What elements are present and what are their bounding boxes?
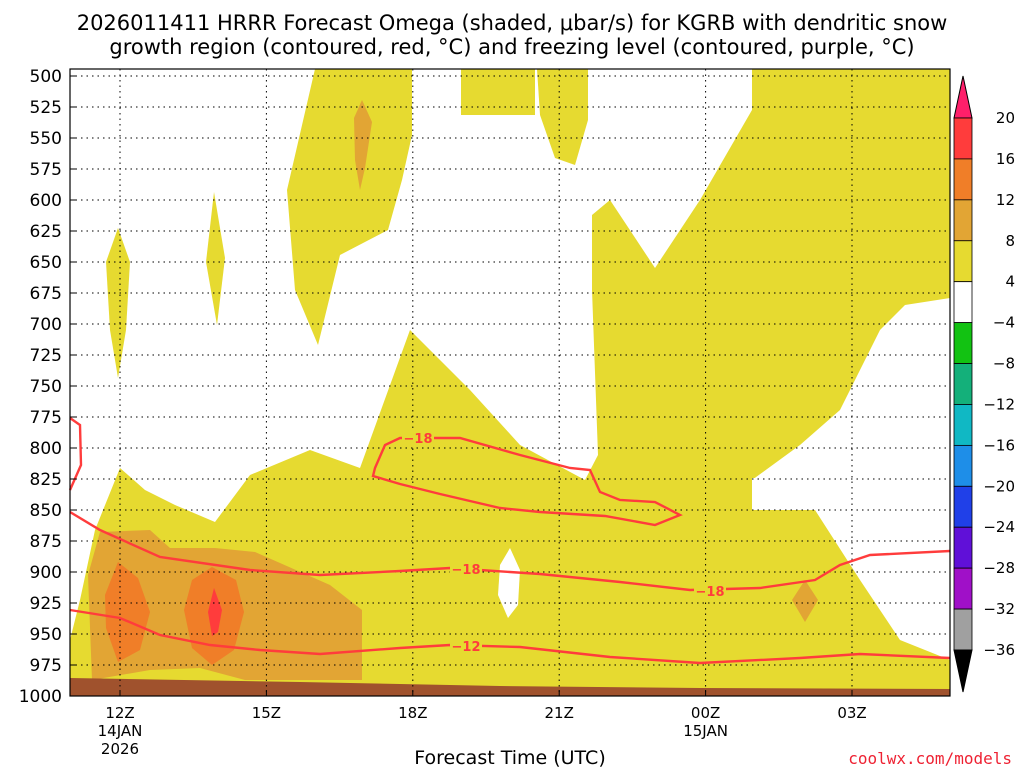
colorbar-swatch — [953, 117, 973, 160]
omega-hole-white-right — [752, 478, 800, 510]
colorbar: 20 16 12 8 4 −4 −8 −12 −16 −20 −24 −28 −32 −36 — [953, 75, 1015, 693]
contour-label: −12 — [452, 640, 481, 655]
contour-dendritic-18-lower — [69, 510, 951, 592]
contour-dendritic-12 — [69, 608, 951, 665]
x-tick-label: 00Z — [691, 704, 720, 722]
chart-title-line-2: growth region (contoured, red, °C) and f… — [109, 35, 914, 59]
x-axis-label: Forecast Time (UTC) — [414, 747, 605, 768]
colorbar-label: 20 — [996, 109, 1015, 127]
y-tick-label: 575 — [30, 160, 62, 180]
y-tick-label: 825 — [30, 470, 62, 490]
colorbar-label: −4 — [993, 314, 1015, 332]
y-tick-label: 525 — [30, 98, 62, 118]
x-tick-year: 2026 — [101, 740, 139, 758]
contour-label-bg — [402, 430, 434, 446]
colorbar-swatch — [953, 526, 973, 569]
y-tick-label: 900 — [30, 563, 62, 583]
colorbar-label: −32 — [983, 600, 1015, 618]
y-tick-label: 850 — [30, 501, 62, 521]
colorbar-label: −36 — [983, 641, 1015, 659]
credit-text: coolwx.com/models — [848, 749, 1012, 768]
y-tick-label: 925 — [30, 594, 62, 614]
colorbar-label: 12 — [996, 191, 1015, 209]
colorbar-swatch — [953, 567, 973, 610]
contour-dendritic-left-edge — [68, 417, 83, 491]
plot-area: −18 −18 −18 −12 — [68, 68, 951, 697]
colorbar-swatch — [953, 199, 973, 242]
x-tick-label: 15Z — [252, 704, 281, 722]
x-tick-date: 15JAN — [683, 722, 728, 740]
colorbar-swatch — [953, 281, 973, 324]
omega-shade-orange-upper — [354, 100, 372, 190]
colorbar-swatch — [953, 322, 973, 364]
colorbar-swatch — [953, 363, 973, 405]
colorbar-swatch — [953, 608, 973, 651]
y-tick-label: 750 — [30, 377, 62, 397]
colorbar-label: −28 — [983, 559, 1015, 577]
contour-label: −18 — [404, 432, 433, 447]
y-tick-label: 625 — [30, 222, 62, 242]
colorbar-label: −12 — [983, 395, 1015, 413]
x-tick-date: 14JAN — [98, 722, 143, 740]
contour-label-bg — [694, 583, 726, 599]
x-tick-label: 18Z — [398, 704, 427, 722]
y-tick-label: 700 — [30, 315, 62, 335]
omega-shade-yellow-top-center — [461, 69, 535, 115]
y-tick-label: 725 — [30, 346, 62, 366]
colorbar-label: −8 — [993, 355, 1015, 373]
colorbar-top-arrow — [953, 75, 973, 119]
omega-shade-darkorange-12-16-a — [105, 562, 150, 662]
contour-label: −18 — [696, 585, 725, 600]
omega-shade-orange-right — [792, 580, 818, 622]
colorbar-swatch — [953, 404, 973, 446]
plot-frame — [69, 68, 951, 697]
colorbar-label: −24 — [983, 518, 1015, 536]
omega-shade-yellow-spike-mid — [206, 192, 225, 325]
contour-dendritic-18-upper — [371, 436, 683, 527]
y-tick-label: 975 — [30, 656, 62, 676]
colorbar-swatch — [953, 240, 973, 283]
y-tick-label: 875 — [30, 532, 62, 552]
y-tick-label: 550 — [30, 129, 62, 149]
omega-shade-yellow-spike-left — [106, 228, 130, 378]
colorbar-label: 4 — [1005, 273, 1015, 291]
colorbar-bottom-arrow — [953, 649, 973, 693]
dendritic-contours — [68, 417, 951, 665]
omega-shade-yellow-main — [70, 69, 950, 695]
y-tick-label: 650 — [30, 253, 62, 273]
y-tick-label: 500 — [30, 67, 62, 87]
colorbar-label: 16 — [996, 150, 1015, 168]
contour-labels: −18 −18 −18 −12 — [402, 430, 726, 655]
colorbar-label: −16 — [983, 436, 1015, 454]
y-tick-label: 775 — [30, 408, 62, 428]
colorbar-swatch — [953, 158, 973, 201]
contour-label-bg — [450, 638, 482, 654]
x-tick-label: 12Z — [105, 704, 134, 722]
omega-shade-red-16-20 — [208, 588, 222, 636]
x-tick-label: 03Z — [837, 704, 866, 722]
y-tick-label: 800 — [30, 439, 62, 459]
y-tick-label: 675 — [30, 284, 62, 304]
contour-label-bg — [450, 561, 482, 577]
terrain-ground — [70, 678, 950, 696]
colorbar-swatch — [953, 485, 973, 528]
y-tick-label: 600 — [30, 191, 62, 211]
omega-shade-yellow-blob-a — [537, 69, 588, 165]
y-tick-label: 950 — [30, 625, 62, 645]
contour-label: −18 — [452, 563, 481, 578]
colorbar-label: −20 — [983, 477, 1015, 495]
chart-title-line-1: 2026011411 HRRR Forecast Omega (shaded, … — [77, 11, 948, 35]
colorbar-swatch — [953, 444, 973, 487]
x-tick-label: 21Z — [545, 704, 574, 722]
omega-hole-white-small — [498, 548, 520, 618]
colorbar-label: 8 — [1005, 232, 1015, 250]
y-axis-ticks: 500 525 550 575 600 625 650 675 700 725 750 775 800 8… — [19, 67, 76, 707]
y-tick-label: 1000 — [19, 687, 62, 707]
